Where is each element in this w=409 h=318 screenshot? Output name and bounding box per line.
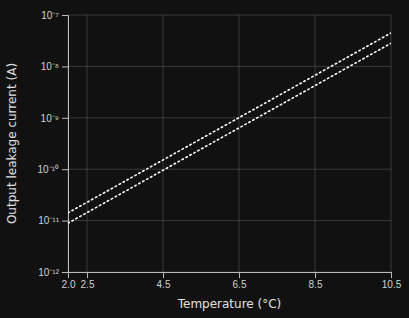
y-axis-title: Output leakage current (A) xyxy=(5,63,19,224)
tick: 10⁻¹⁰ xyxy=(38,164,68,175)
tick-mark xyxy=(87,272,88,278)
x-axis-title: Temperature (°C) xyxy=(177,297,282,311)
grid-line xyxy=(68,117,391,118)
grid-line xyxy=(68,66,391,67)
tick: 8.5 xyxy=(309,272,323,290)
tick-mark xyxy=(163,272,164,278)
tick-label: 10⁻¹⁰ xyxy=(38,164,59,175)
plot: 2.02.54.56.58.510.510⁻¹²10⁻¹¹10⁻¹⁰10⁻⁹10… xyxy=(38,10,402,290)
tick-mark xyxy=(391,272,392,278)
tick: 2.5 xyxy=(81,272,95,290)
grid-line xyxy=(239,15,240,272)
tick-label: 4.5 xyxy=(157,279,171,290)
line xyxy=(68,33,391,213)
chart: 2.02.54.56.58.510.510⁻¹²10⁻¹¹10⁻¹⁰10⁻⁹10… xyxy=(0,0,409,318)
tick-mark xyxy=(62,66,68,67)
tick-label: 10⁻⁹ xyxy=(41,113,59,124)
tick-mark xyxy=(62,221,68,222)
tick-label: 10⁻⁸ xyxy=(41,61,59,72)
tick-label: 2.0 xyxy=(62,279,76,290)
tick-label: 10⁻¹² xyxy=(38,267,59,278)
grid-line xyxy=(391,15,392,272)
tick: 10⁻⁷ xyxy=(41,10,68,21)
x-axis: 2.0 2.5 4.5 6.5 8.5 10.5 xyxy=(62,272,402,290)
tick-mark xyxy=(62,118,68,119)
background xyxy=(0,0,409,318)
tick: 10.5 xyxy=(382,272,402,290)
tick: 10⁻⁹ xyxy=(41,113,68,124)
tick: 10⁻¹² xyxy=(38,267,68,278)
grid-line xyxy=(163,15,164,272)
grid-line xyxy=(68,15,391,16)
tick: 10⁻⁸ xyxy=(41,61,68,72)
grid-line xyxy=(68,220,391,221)
tick-label: 8.5 xyxy=(309,279,323,290)
axis-line xyxy=(69,273,392,279)
tick: 2.0 xyxy=(62,272,76,290)
tick-label: 6.5 xyxy=(233,279,247,290)
tick-mark xyxy=(62,169,68,170)
tick-mark xyxy=(315,272,316,278)
grid-line xyxy=(68,169,391,170)
line xyxy=(68,43,391,223)
tick: 6.5 xyxy=(233,272,247,290)
y-axis: 10⁻¹² 10⁻¹¹ 10⁻¹⁰ 10⁻⁹ 10⁻⁸ 10⁻⁷ xyxy=(38,10,69,278)
tick-label: 10⁻¹¹ xyxy=(38,215,59,226)
tick-mark xyxy=(239,272,240,278)
axis-line xyxy=(62,16,69,273)
tick: 4.5 xyxy=(157,272,171,290)
tick-mark xyxy=(62,15,68,16)
lines xyxy=(68,33,391,223)
tick-label: 2.5 xyxy=(81,279,95,290)
tick-mark xyxy=(62,272,68,273)
tick-label: 10⁻⁷ xyxy=(41,10,59,21)
tick: 10⁻¹¹ xyxy=(38,215,68,226)
tick-label: 10.5 xyxy=(382,279,402,290)
grid xyxy=(68,15,391,272)
grid-line xyxy=(315,15,316,272)
grid-line xyxy=(87,15,88,272)
